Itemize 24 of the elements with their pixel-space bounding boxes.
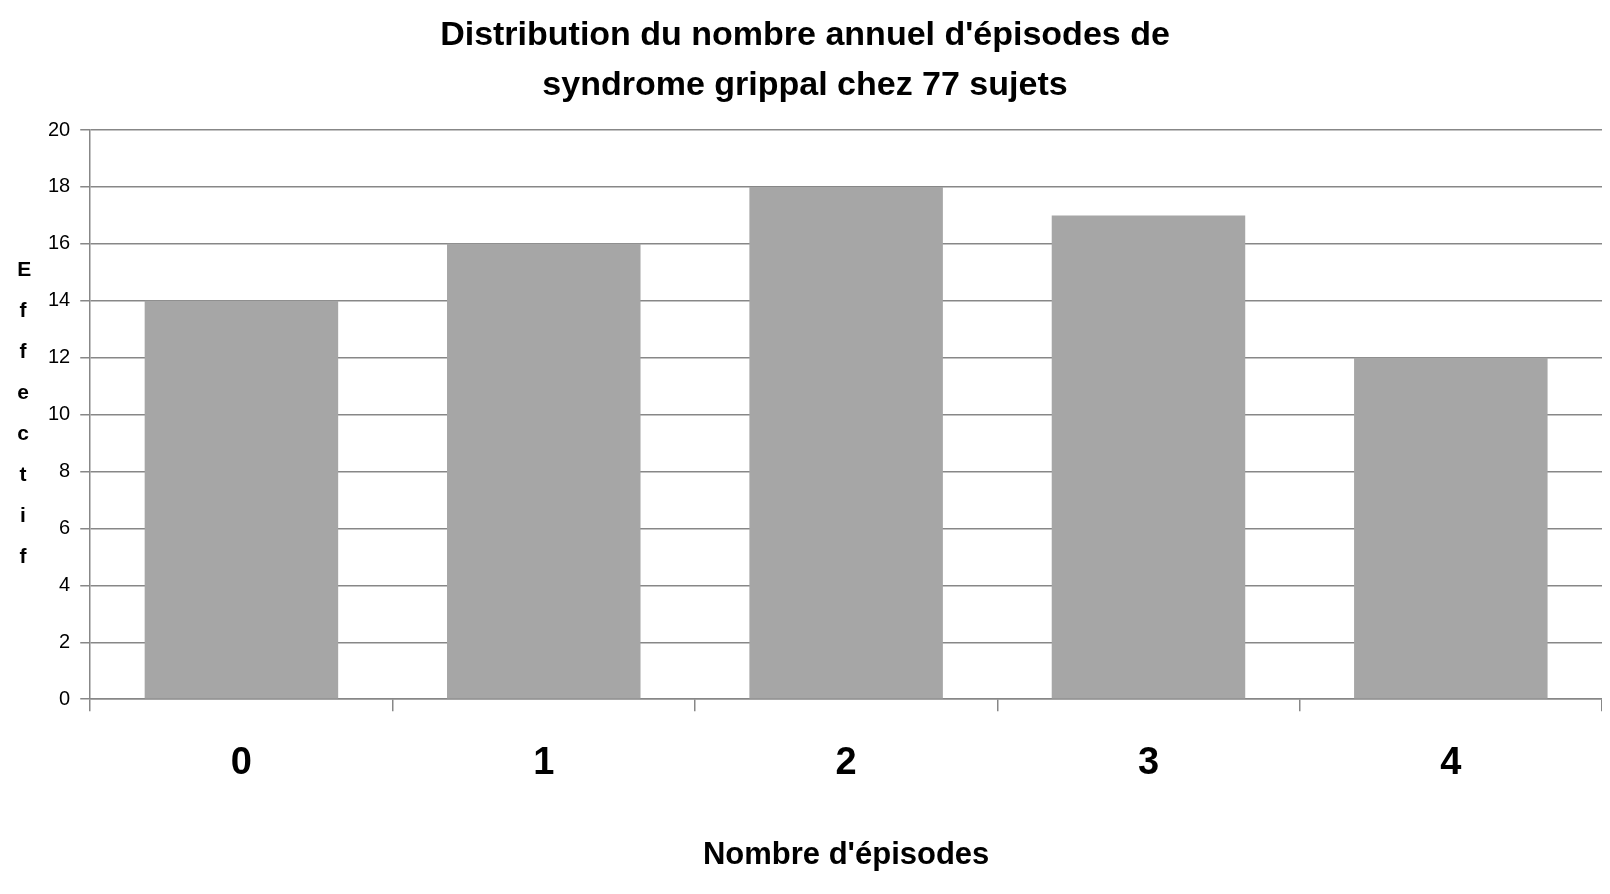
y-tick-label: 4 [59, 572, 71, 595]
bar [749, 186, 943, 699]
y-tick-label: 0 [59, 686, 71, 709]
y-tick-label: 20 [48, 117, 71, 140]
bar [447, 243, 641, 699]
x-axis-title: Nombre d'épisodes [702, 835, 990, 871]
x-tick-label: 0 [230, 740, 252, 783]
y-tick-label: 2 [59, 629, 71, 652]
bar [1051, 215, 1246, 699]
y-tick-label: 12 [48, 345, 71, 368]
y-tick-label: 6 [59, 515, 71, 538]
y-axis-title: Effectif [17, 256, 32, 569]
y-tick-label: 18 [48, 174, 71, 197]
y-tick-label: 16 [48, 231, 71, 254]
x-tick-label: 1 [533, 740, 555, 783]
y-tick-label: 14 [48, 288, 71, 311]
y-tick-label: 10 [48, 402, 71, 425]
bar [144, 300, 339, 699]
x-tick-label: 4 [1440, 740, 1462, 783]
x-tick-label: 3 [1137, 740, 1160, 783]
x-tick-label: 2 [835, 740, 857, 783]
bar [1354, 357, 1548, 699]
y-tick-label: 8 [59, 459, 71, 482]
chart-title: Distribution du nombre annuel d'épisodes de syndrome grippal chez 77 sujets [439, 13, 1171, 104]
